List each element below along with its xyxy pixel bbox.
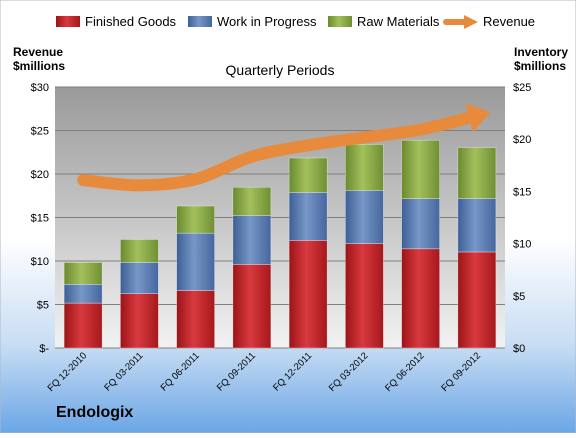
left-tick-label-4: $20 — [31, 169, 49, 181]
right-axis-title-line-2: $millions — [514, 59, 566, 73]
right-tick-label-0: $0 — [513, 343, 525, 355]
left-tick-label-1: $5 — [37, 300, 49, 312]
right-tick-label-4: $20 — [513, 134, 531, 146]
bar-raw-materials-0 — [64, 262, 102, 284]
bar-raw-materials-6 — [402, 140, 440, 198]
bar-raw-materials-3 — [233, 187, 271, 215]
bar-finished-goods-0 — [64, 303, 102, 348]
right-axis-title-line-1: Inventory — [514, 45, 568, 59]
bar-raw-materials-2 — [177, 206, 215, 233]
legend-swatch-work-in-progress — [188, 16, 212, 27]
bar-work-in-progress-6 — [402, 199, 440, 249]
bar-finished-goods-6 — [402, 249, 440, 348]
right-tick-label-2: $10 — [513, 239, 531, 251]
legend-label-finished-goods: Finished Goods — [85, 14, 177, 29]
bar-raw-materials-1 — [120, 239, 158, 262]
legend-label-work-in-progress: Work in Progress — [217, 14, 317, 29]
legend-swatch-finished-goods — [56, 16, 80, 27]
left-tick-label-0: $- — [39, 343, 49, 355]
bar-raw-materials-4 — [289, 158, 327, 192]
bar-finished-goods-3 — [233, 264, 271, 348]
left-axis-title-line-1: Revenue — [13, 45, 63, 59]
chart-title: Quarterly Periods — [226, 62, 335, 78]
left-tick-label-5: $25 — [31, 126, 49, 138]
bar-work-in-progress-2 — [177, 233, 215, 290]
bar-finished-goods-2 — [177, 291, 215, 348]
right-tick-label-3: $15 — [513, 186, 531, 198]
bar-finished-goods-4 — [289, 240, 327, 348]
legend-item-raw-materials: Raw Materials — [328, 14, 440, 29]
legend-swatch-raw-materials — [328, 16, 352, 27]
legend-label-raw-materials: Raw Materials — [357, 14, 440, 29]
legend-label-revenue: Revenue — [483, 14, 535, 29]
left-axis-title-line-2: $millions — [13, 59, 65, 73]
right-tick-label-5: $25 — [513, 82, 531, 94]
bar-raw-materials-7 — [458, 148, 496, 199]
bar-raw-materials-5 — [345, 144, 383, 190]
right-tick-label-1: $5 — [513, 291, 525, 303]
bar-work-in-progress-1 — [120, 262, 158, 293]
left-tick-label-2: $10 — [31, 256, 49, 268]
legend-item-work-in-progress: Work in Progress — [188, 14, 317, 29]
bar-finished-goods-1 — [120, 294, 158, 348]
left-tick-label-6: $30 — [31, 82, 49, 94]
bar-work-in-progress-0 — [64, 284, 102, 303]
bar-finished-goods-7 — [458, 252, 496, 348]
legend-item-finished-goods: Finished Goods — [56, 14, 177, 29]
left-tick-label-3: $15 — [31, 213, 49, 225]
bar-work-in-progress-7 — [458, 199, 496, 252]
company-name: Endologix — [56, 404, 133, 422]
bar-work-in-progress-3 — [233, 215, 271, 264]
bar-work-in-progress-4 — [289, 192, 327, 240]
bar-finished-goods-5 — [345, 244, 383, 348]
bar-work-in-progress-5 — [345, 190, 383, 243]
